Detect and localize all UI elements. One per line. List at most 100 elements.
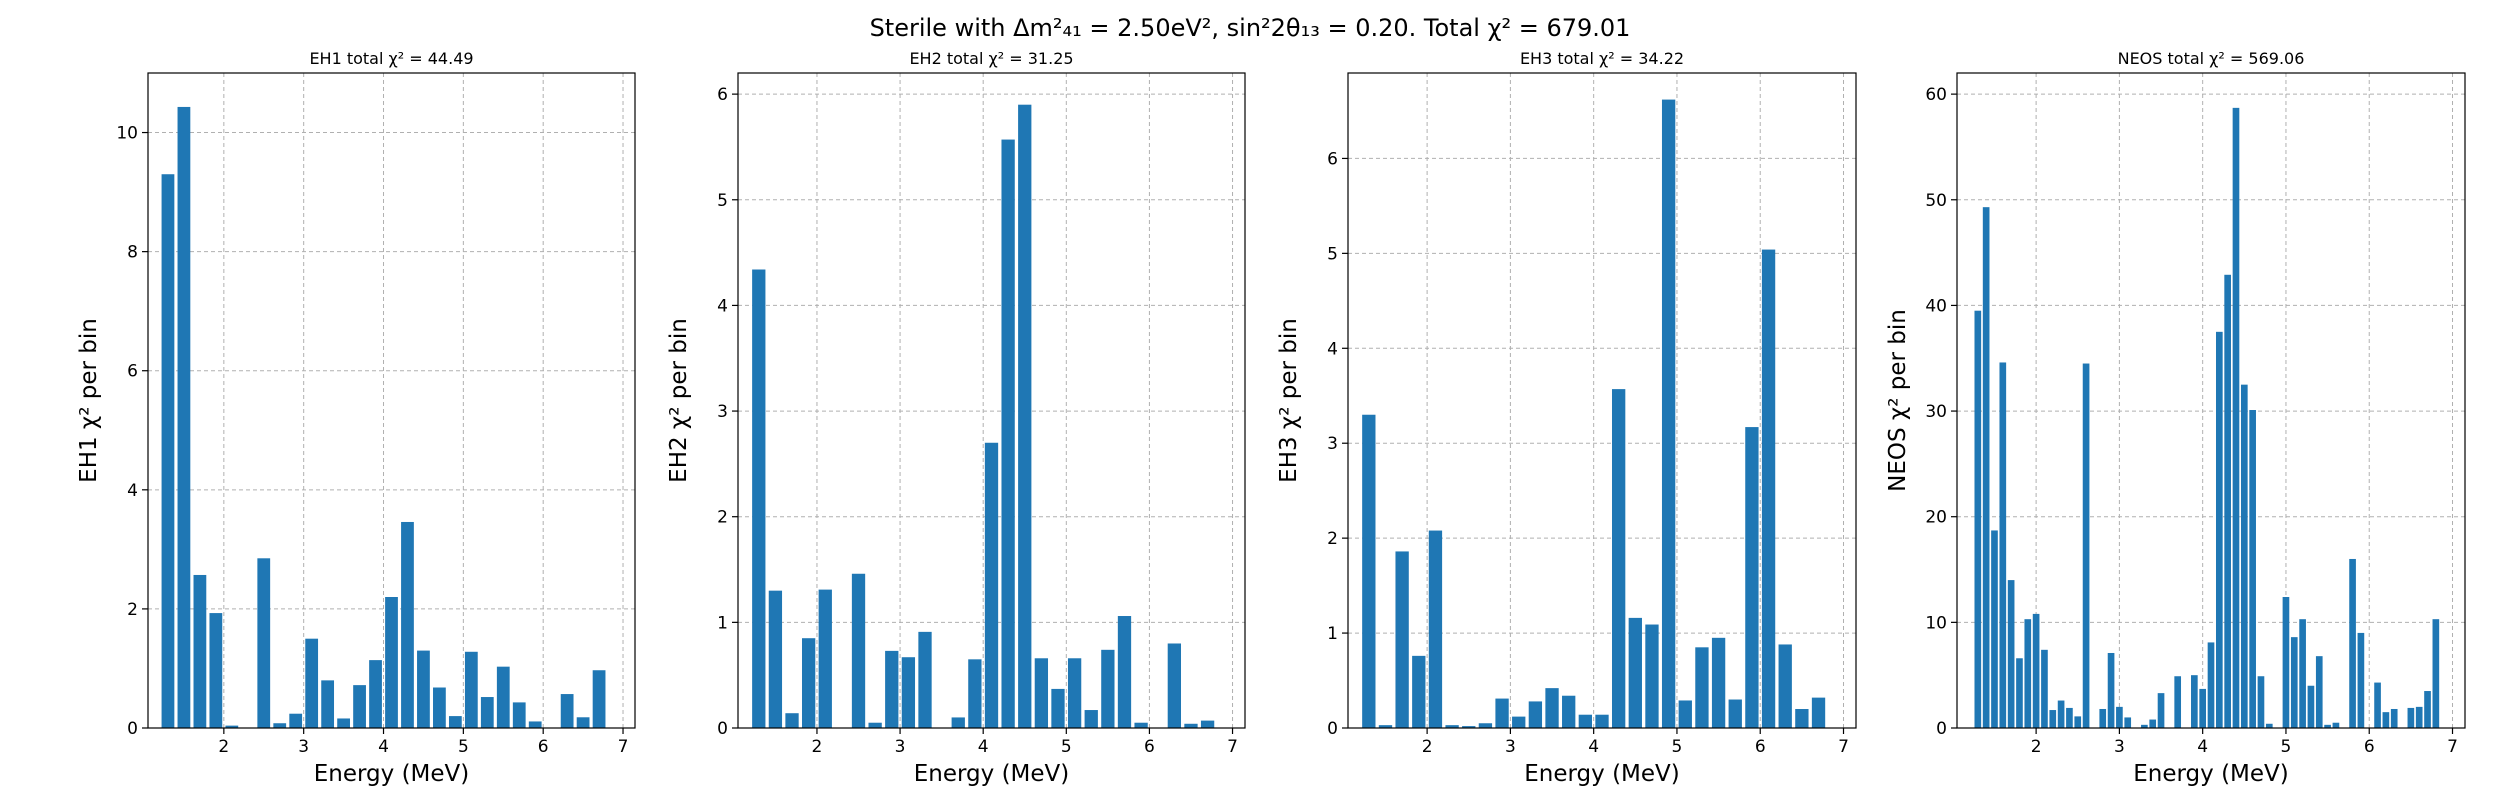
y-tick-label: 2 (717, 508, 728, 528)
bar (321, 680, 335, 728)
panel-eh2: 2 3 4 5 6 7 0 1 2 3 4 5 6 EH2 total χ² = 31.25 Energy … (666, 49, 1246, 787)
bar (1811, 697, 1826, 728)
x-tick-label: 4 (978, 737, 989, 757)
x-tick-label: 2 (1422, 737, 1433, 757)
bar (2157, 693, 2165, 728)
y-tick-label: 4 (127, 481, 138, 501)
x-tick-label: 7 (1227, 737, 1238, 757)
y-tick-label: 4 (1327, 339, 1338, 359)
y-axis-label: EH3 χ² per bin (1276, 318, 1302, 483)
y-tick-label: 2 (127, 600, 138, 620)
bar (1628, 617, 1642, 728)
bar (1495, 698, 1509, 728)
bar (257, 558, 271, 728)
y-tick-label: 20 (1925, 508, 1947, 528)
x-tick-label: 5 (1672, 737, 1683, 757)
y-tick-label: 4 (717, 296, 728, 316)
bar (2415, 706, 2423, 728)
bar (1117, 616, 1132, 728)
bar (2141, 724, 2148, 728)
bar (1018, 104, 1032, 729)
x-tick-label: 6 (2364, 737, 2375, 757)
bar (417, 650, 430, 728)
y-tick-label: 8 (127, 243, 138, 263)
y-tick-label: 1 (717, 613, 728, 633)
bar (448, 716, 462, 728)
bar (1462, 726, 1476, 728)
x-tick-label: 5 (2281, 737, 2292, 757)
bar (1711, 637, 1726, 728)
bar (1362, 414, 1376, 728)
bar (1512, 716, 1526, 728)
bar (2332, 722, 2340, 728)
bar (464, 651, 478, 728)
bar (2324, 724, 2331, 728)
y-tick-label: 50 (1925, 191, 1947, 211)
x-tick-label: 4 (2197, 737, 2208, 757)
bar (818, 589, 832, 728)
bar (1412, 655, 1426, 728)
bar (289, 713, 303, 728)
y-tick-label: 6 (1327, 149, 1338, 169)
bar (2174, 676, 2182, 728)
bar (385, 597, 398, 728)
x-axis-label: Energy (MeV) (1524, 761, 1680, 787)
bar (1578, 714, 1593, 728)
bar (968, 659, 982, 728)
bar (2224, 274, 2231, 728)
y-axis-label: NEOS χ² per bin (1885, 309, 1911, 492)
bar (2032, 613, 2040, 728)
bar (2116, 706, 2123, 728)
bar (1051, 688, 1065, 728)
panel-title: EH3 total χ² = 34.22 (1520, 49, 1684, 68)
y-tick-label: 5 (717, 191, 728, 211)
bar (177, 106, 191, 728)
panel-eh3: 2 3 4 5 6 7 0 1 2 3 4 5 6 EH3 total χ² = 34.22 Energy … (1276, 49, 1857, 787)
bar (918, 631, 932, 728)
bar (2016, 658, 2023, 728)
bar (2357, 632, 2365, 728)
bar (2382, 712, 2390, 728)
x-tick-label: 2 (218, 737, 229, 757)
bar (2149, 719, 2157, 728)
bar (1084, 710, 1098, 728)
y-axis-label: EH2 χ² per bin (666, 318, 692, 483)
bar (1745, 427, 1759, 728)
bar (2049, 710, 2057, 728)
x-tick-label: 6 (1755, 737, 1766, 757)
bar (2265, 723, 2273, 728)
bar (768, 590, 783, 728)
x-tick-label: 5 (1061, 737, 1072, 757)
y-tick-label: 1 (1327, 624, 1338, 644)
y-tick-label: 10 (116, 124, 138, 144)
bar (161, 174, 175, 728)
bar (1445, 725, 1459, 728)
x-tick-label: 3 (2114, 737, 2125, 757)
bar (1645, 624, 1659, 728)
bar (353, 685, 366, 728)
bar (1034, 658, 1049, 728)
x-tick-label: 7 (1838, 737, 1849, 757)
bar (1200, 720, 1215, 728)
x-axis-label: Energy (MeV) (914, 761, 1070, 787)
bar (1067, 658, 1082, 728)
bar (369, 660, 382, 728)
bar (2407, 707, 2415, 728)
x-tick-label: 4 (378, 737, 389, 757)
bar (1999, 362, 2007, 728)
bar (209, 613, 223, 728)
bar (984, 442, 999, 728)
y-tick-label: 3 (1327, 434, 1338, 454)
axes-frame (1956, 72, 2466, 729)
bar (868, 722, 882, 728)
bar (2199, 688, 2207, 728)
bar (1167, 643, 1182, 728)
bar (885, 650, 899, 728)
bar (2432, 619, 2440, 728)
bar (2057, 700, 2065, 728)
bar (1184, 723, 1198, 728)
bar (2299, 619, 2306, 728)
y-tick-label: 10 (1925, 613, 1947, 633)
bar (2374, 682, 2381, 728)
bar (2424, 691, 2431, 728)
